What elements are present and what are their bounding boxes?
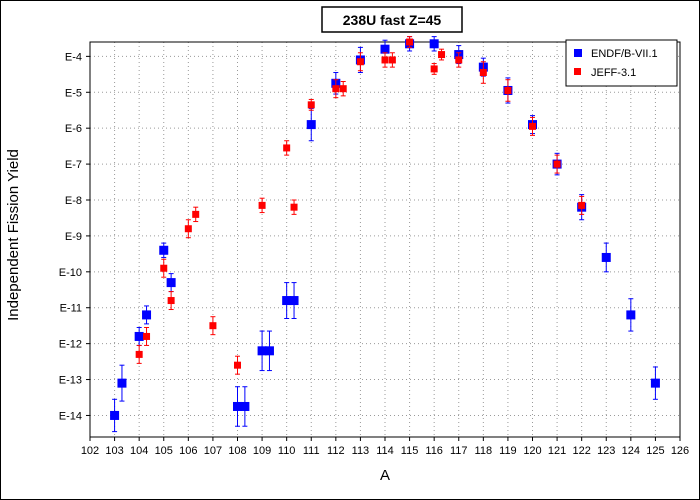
data-point-endf	[626, 310, 636, 320]
y-tick-label: E-4	[65, 51, 82, 63]
data-point-jeff	[167, 297, 175, 305]
y-tick-label: E-13	[59, 375, 82, 387]
legend-label-jeff: JEFF-3.1	[591, 67, 636, 79]
data-point-jeff	[209, 322, 217, 330]
x-tick-label: 106	[179, 445, 197, 457]
x-tick-label: 117	[450, 445, 468, 457]
data-point-jeff	[143, 332, 151, 340]
data-series	[110, 36, 660, 433]
data-point-jeff	[430, 65, 438, 73]
x-tick-label: 111	[303, 445, 320, 457]
y-tick-label: E-10	[59, 267, 82, 279]
x-tick-label: 110	[278, 445, 296, 457]
y-tick-label: E-7	[65, 159, 82, 171]
data-point-jeff	[504, 86, 512, 94]
data-point-endf	[240, 401, 250, 411]
data-point-endf	[257, 346, 267, 356]
data-point-endf	[289, 296, 299, 306]
y-tick-label: E-6	[65, 123, 82, 135]
legend-marker-endf	[574, 49, 582, 57]
x-tick-label: 125	[646, 445, 664, 457]
data-point-endf	[134, 331, 144, 341]
x-tick-label: 121	[548, 445, 566, 457]
data-point-jeff	[578, 201, 586, 209]
data-point-endf	[142, 310, 152, 320]
data-point-jeff	[135, 350, 143, 358]
legend-marker-jeff	[574, 68, 581, 75]
data-point-jeff	[356, 58, 364, 66]
data-point-endf	[306, 120, 316, 130]
legend-box	[565, 39, 678, 87]
x-tick-label: 126	[671, 445, 689, 457]
x-tick-label: 123	[597, 445, 615, 457]
x-tick-label: 108	[228, 445, 246, 457]
x-tick-label: 120	[523, 445, 541, 457]
axis-ticks: 102 103 104 105 106 107 108 109 110 111 112 113 114 1…	[59, 51, 689, 457]
data-point-jeff	[283, 144, 291, 152]
data-point-jeff	[192, 210, 200, 218]
data-point-endf	[233, 401, 242, 411]
data-point-jeff	[339, 85, 347, 93]
data-point-jeff	[258, 201, 266, 209]
x-tick-label: 103	[105, 445, 123, 457]
y-tick-label: E-9	[65, 231, 82, 243]
data-point-jeff	[406, 38, 414, 46]
y-axis-title: Independent Fission Yield	[5, 149, 22, 321]
data-point-jeff	[290, 203, 298, 211]
data-point-jeff	[234, 361, 241, 369]
x-tick-label: 118	[475, 445, 493, 457]
legend-label-endf: ENDF/B-VII.1	[591, 48, 658, 60]
data-point-jeff	[388, 56, 396, 64]
chart-title-box	[321, 6, 463, 33]
x-tick-label: 124	[622, 445, 640, 457]
y-tick-label: E-12	[59, 339, 82, 351]
data-point-endf	[650, 378, 660, 388]
data-point-endf	[166, 278, 176, 288]
data-point-jeff	[184, 225, 192, 233]
data-point-jeff	[455, 56, 463, 64]
data-point-jeff	[553, 160, 561, 168]
data-point-jeff	[438, 51, 446, 59]
x-tick-label: 102	[81, 445, 99, 457]
x-tick-label: 104	[130, 445, 148, 457]
y-tick-label: E-5	[65, 87, 82, 99]
data-point-jeff	[160, 264, 168, 272]
x-tick-label: 116	[425, 445, 443, 457]
data-point-endf	[282, 296, 292, 306]
x-tick-label: 107	[204, 445, 222, 457]
x-tick-label: 114	[376, 445, 394, 457]
x-tick-label: 105	[155, 445, 173, 457]
x-tick-label: 115	[401, 445, 419, 457]
x-tick-label: 122	[572, 445, 590, 457]
data-point-endf	[264, 346, 274, 356]
y-tick-label: E-14	[59, 410, 82, 422]
series-jeff	[135, 36, 586, 375]
legend: ENDF/B-VII.1 JEFF-3.1	[565, 39, 678, 87]
data-point-jeff	[381, 56, 389, 64]
x-tick-label: 109	[253, 445, 271, 457]
chart-title: 238U fast Z=45	[343, 12, 442, 28]
data-point-endf	[429, 39, 439, 49]
x-axis-title: A	[380, 467, 390, 484]
data-point-endf	[117, 378, 127, 388]
data-point-endf	[380, 44, 390, 54]
data-point-endf	[601, 252, 611, 262]
data-point-jeff	[332, 85, 340, 93]
data-point-jeff	[529, 122, 536, 130]
x-tick-label: 112	[327, 445, 345, 457]
y-tick-label: E-8	[65, 195, 82, 207]
data-point-endf	[110, 410, 120, 420]
data-point-jeff	[307, 101, 315, 109]
data-point-jeff	[479, 69, 487, 77]
data-point-endf	[159, 245, 169, 255]
y-tick-label: E-11	[60, 303, 82, 315]
x-tick-label: 113	[352, 445, 370, 457]
x-tick-label: 119	[499, 445, 517, 457]
